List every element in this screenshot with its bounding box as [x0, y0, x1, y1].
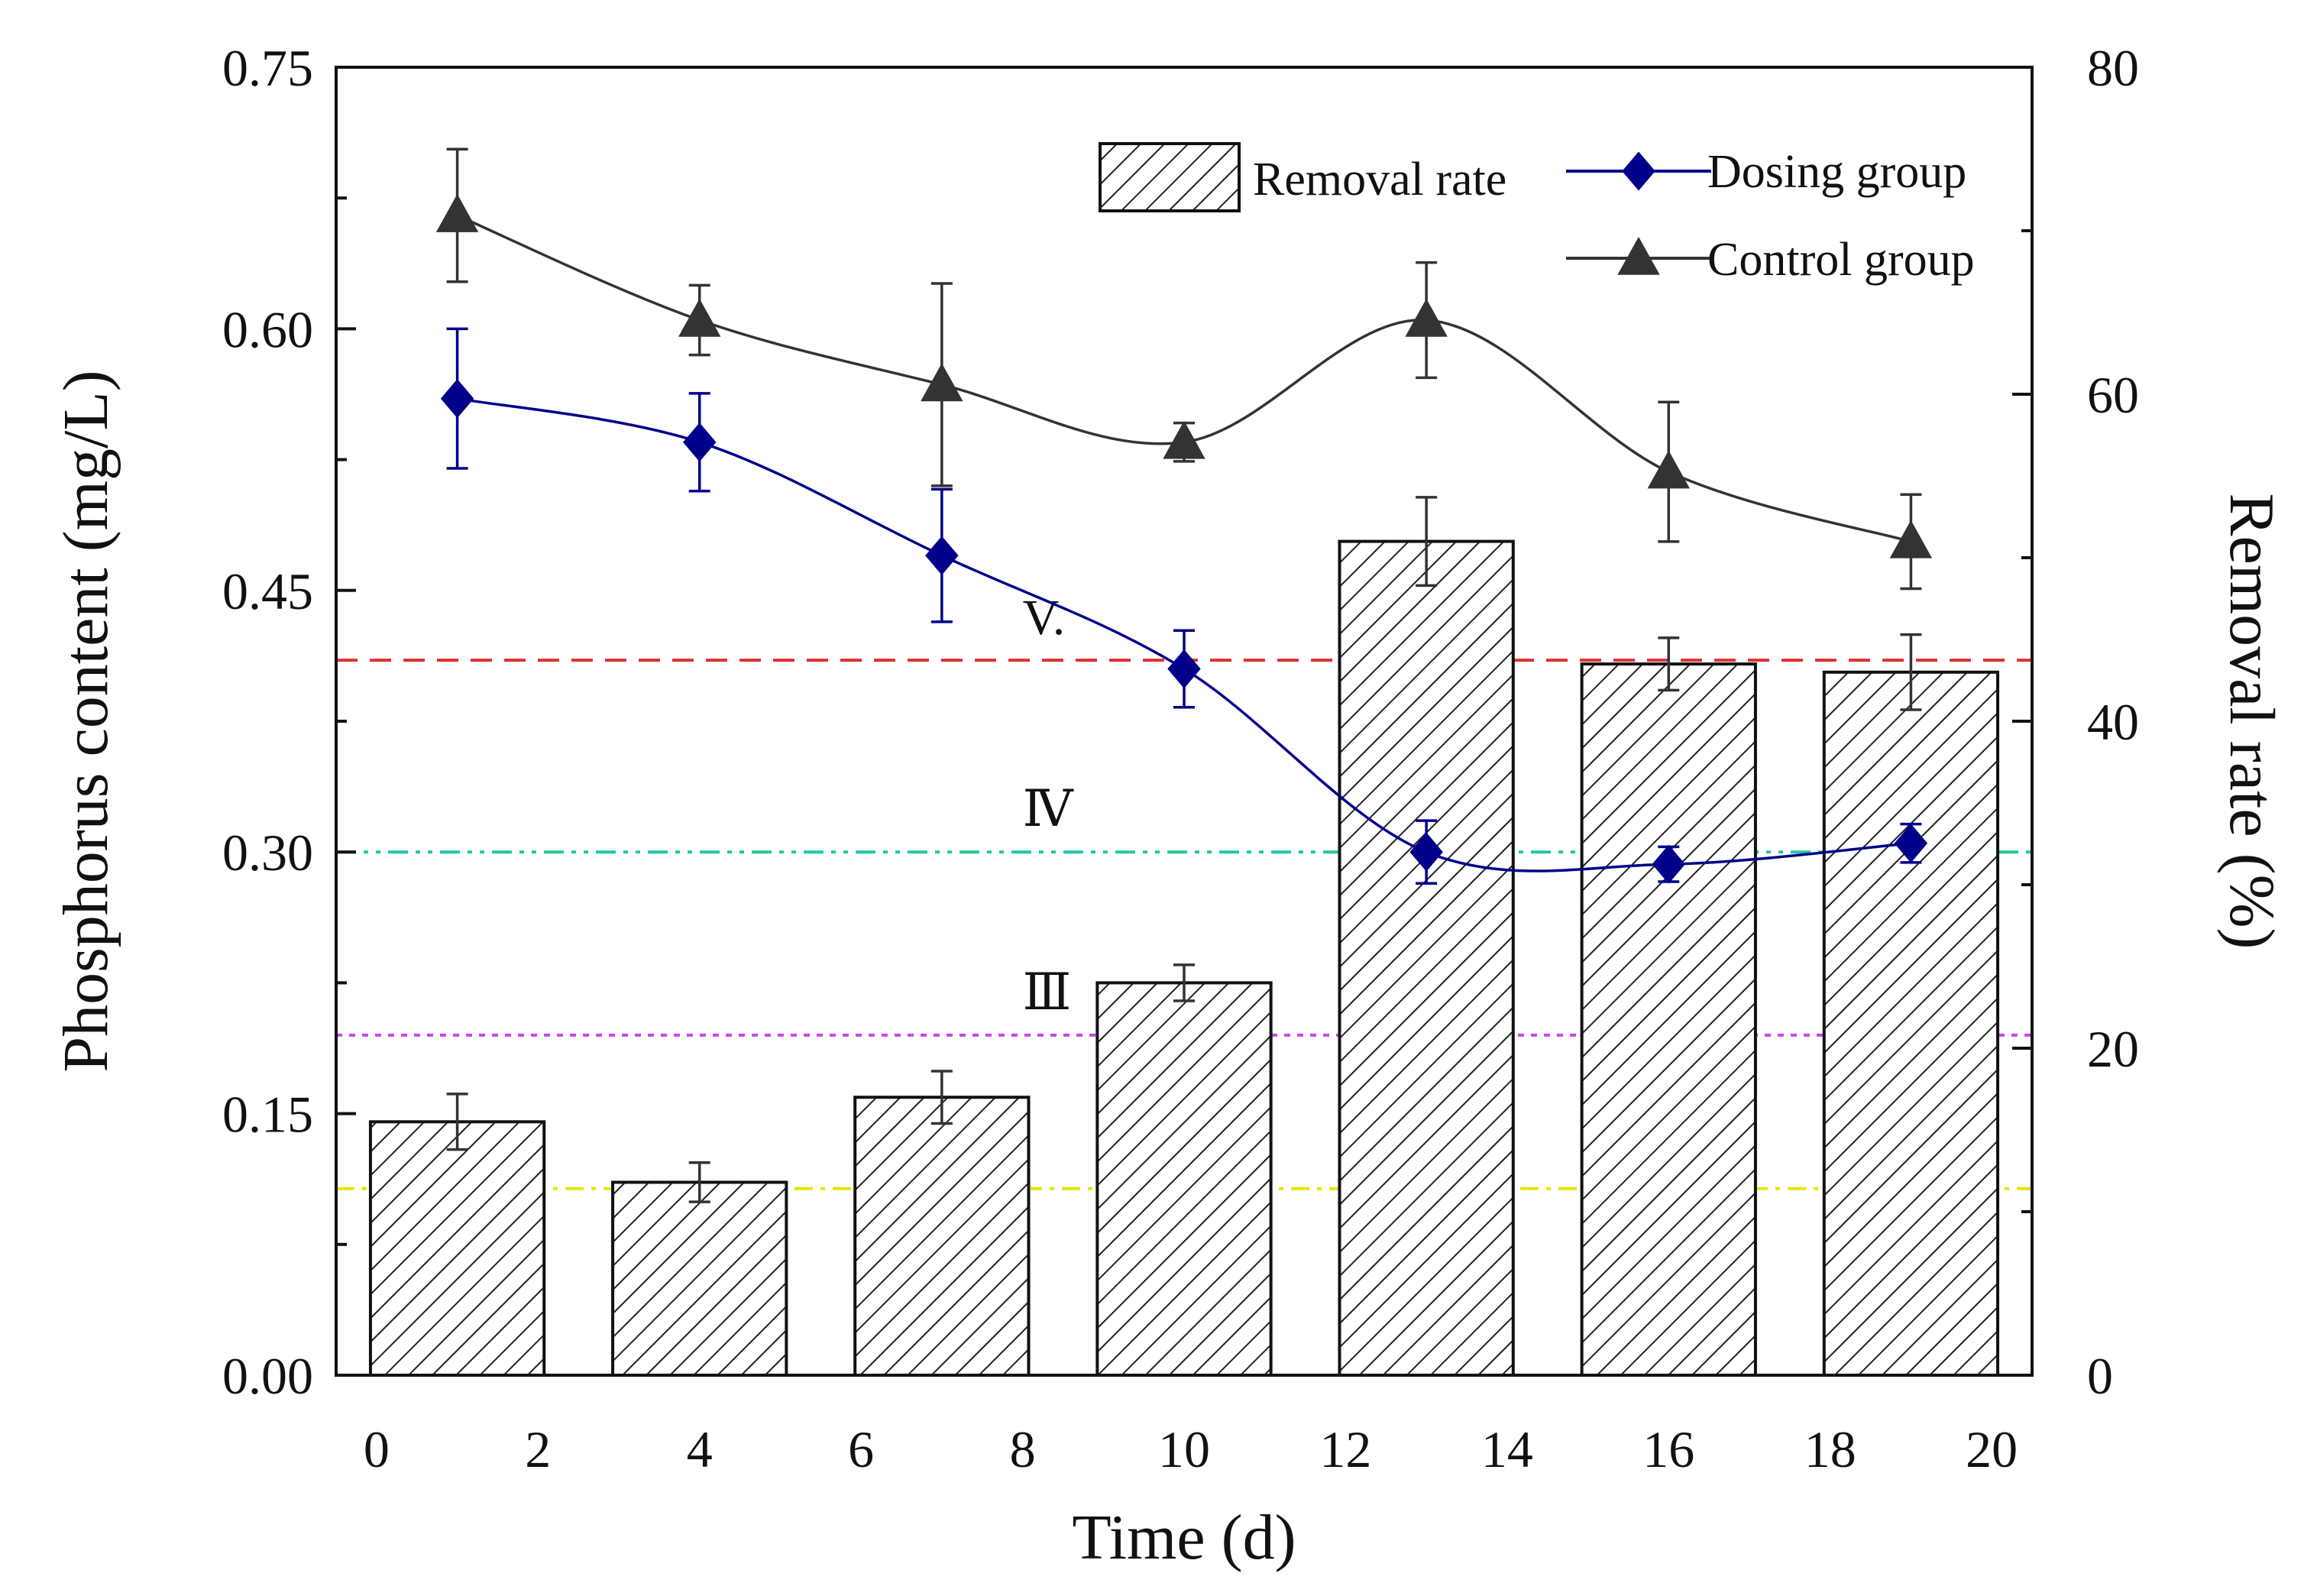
right-tick-label: 40: [2087, 693, 2139, 751]
dosing-group-point: [925, 536, 959, 575]
left-tick-label: 0.75: [222, 39, 313, 97]
right-tick-label: 20: [2087, 1020, 2139, 1078]
dosing-group-point: [1167, 649, 1201, 689]
right-axis-title: Removal rate (%): [2216, 493, 2287, 949]
legend-dosing-marker: [1622, 151, 1655, 191]
left-tick-label: 0.60: [222, 300, 313, 358]
dosing-group-series: [440, 327, 1928, 885]
series-lines: [435, 147, 1933, 885]
left-tick-label: 0.00: [222, 1347, 313, 1405]
removal-rate-bars: [368, 496, 2000, 1377]
removal-rate-bar: [611, 1180, 788, 1377]
x-tick-label: 18: [1804, 1420, 1856, 1478]
control-group-point: [1647, 450, 1690, 489]
reference-label-0: V.: [1023, 590, 1066, 646]
x-tick-label: 16: [1642, 1420, 1694, 1478]
x-tick-label: 14: [1481, 1420, 1533, 1478]
control-group-point: [435, 193, 479, 232]
control-group-point: [1889, 520, 1933, 558]
legend-dosing-label: Dosing group: [1707, 146, 1966, 198]
control-group-point: [1405, 298, 1448, 337]
right-tick-label: 60: [2087, 366, 2139, 424]
reference-label-1: Ⅳ: [1023, 782, 1074, 837]
removal-rate-bar: [1095, 981, 1273, 1377]
removal-rate-bar: [1580, 662, 1757, 1377]
dosing-group-point: [1409, 832, 1443, 872]
right-tick-label: 0: [2087, 1347, 2113, 1405]
x-axis-title: Time (d): [1072, 1502, 1296, 1573]
right-tick-label: 80: [2087, 39, 2139, 97]
removal-rate-bar: [1338, 539, 1515, 1377]
legend-control-label: Control group: [1707, 234, 1975, 286]
left-tick-label: 0.15: [222, 1086, 313, 1144]
removal-rate-bar: [1822, 670, 2000, 1377]
control-group-point: [1163, 420, 1205, 459]
x-tick-label: 20: [1966, 1420, 2018, 1478]
left-tick-label: 0.30: [222, 824, 313, 882]
control-group-point: [921, 363, 963, 402]
reference-label-2: Ⅲ: [1023, 965, 1072, 1021]
legend-control-marker: [1617, 236, 1660, 275]
dosing-group-point: [440, 379, 474, 419]
control-group-line: [456, 214, 1911, 543]
control-group-point: [678, 298, 721, 337]
axes: 0.00 0.15 0.30 0.45 0.60 0.75 0 20 40 60 80 0 2 4 6 8 10…: [50, 39, 2287, 1573]
legend: Removal rate Dosing group Control group: [1099, 142, 1975, 286]
x-tick-label: 12: [1319, 1420, 1371, 1478]
removal-rate-bar: [853, 1096, 1031, 1377]
dosing-group-point: [1894, 824, 1928, 863]
dosing-group-point: [1652, 844, 1685, 884]
x-tick-label: 4: [687, 1420, 713, 1478]
x-tick-label: 0: [364, 1420, 390, 1478]
dosing-group-point: [683, 422, 717, 462]
left-axis-title: Phosphorus content (mg/L): [50, 370, 121, 1072]
legend-bar-swatch: [1099, 142, 1241, 212]
removal-rate-bar: [368, 1120, 546, 1377]
x-tick-label: 8: [1010, 1420, 1036, 1478]
legend-removal-rate-label: Removal rate: [1253, 154, 1506, 206]
x-tick-label: 6: [848, 1420, 874, 1478]
x-tick-label: 10: [1158, 1420, 1210, 1478]
x-tick-label: 2: [525, 1420, 551, 1478]
left-tick-label: 0.45: [222, 562, 313, 620]
control-group-series: [435, 147, 1933, 591]
